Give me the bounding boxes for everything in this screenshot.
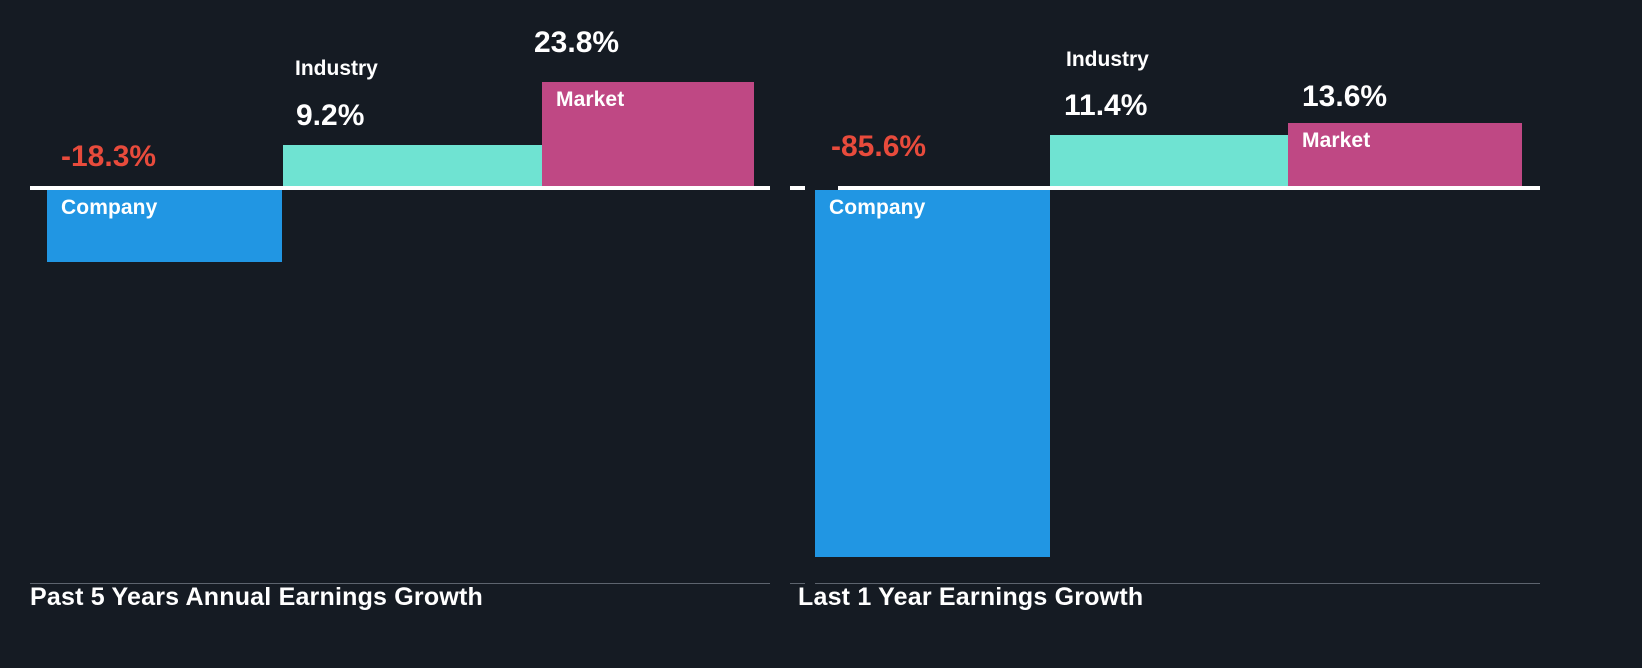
left-market-bar-label: Market — [556, 88, 625, 111]
left-plot-area: Market 23.8% Industry 9.2% Company -18.3… — [30, 0, 770, 584]
right-industry-bar-label: Industry — [1066, 48, 1149, 71]
last-1-year-earnings-growth-panel: Market 13.6% Industry 11.4% Company -85.… — [790, 0, 1540, 668]
left-market-bar[interactable]: Market — [542, 82, 754, 186]
right-industry-bar[interactable] — [1050, 135, 1288, 186]
left-industry-bar-label: Industry — [295, 57, 378, 80]
right-bottom-rule — [790, 583, 805, 584]
right-industry-value-label: 11.4% — [1064, 89, 1148, 122]
left-market-value-label: 23.8% — [534, 26, 620, 59]
past-5-years-earnings-growth-panel: Market 23.8% Industry 9.2% Company -18.3… — [30, 0, 770, 668]
right-market-value-label: 13.6% — [1302, 80, 1388, 113]
left-industry-value-label: 9.2% — [296, 99, 365, 132]
right-zero-baseline — [838, 186, 1540, 190]
right-company-value-label: -85.6% — [831, 130, 927, 163]
right-company-bar-label: Company — [829, 196, 926, 219]
right-market-bar[interactable]: Market — [1288, 123, 1522, 186]
right-company-bar[interactable]: Company — [815, 190, 1050, 557]
left-chart-title: Past 5 Years Annual Earnings Growth — [30, 583, 483, 611]
left-zero-baseline — [30, 186, 770, 190]
right-chart-title: Last 1 Year Earnings Growth — [798, 583, 1144, 611]
left-company-bar-label: Company — [61, 196, 158, 219]
left-company-bar[interactable]: Company — [47, 190, 282, 262]
right-plot-area: Market 13.6% Industry 11.4% Company -85.… — [790, 0, 1540, 584]
left-company-value-label: -18.3% — [61, 140, 157, 173]
left-industry-bar[interactable] — [283, 145, 542, 186]
right-market-bar-label: Market — [1302, 129, 1371, 152]
left-bottom-rule — [30, 583, 770, 584]
right-zero-baseline-stub — [790, 186, 805, 190]
right-bottom-rule-main — [815, 583, 1540, 584]
